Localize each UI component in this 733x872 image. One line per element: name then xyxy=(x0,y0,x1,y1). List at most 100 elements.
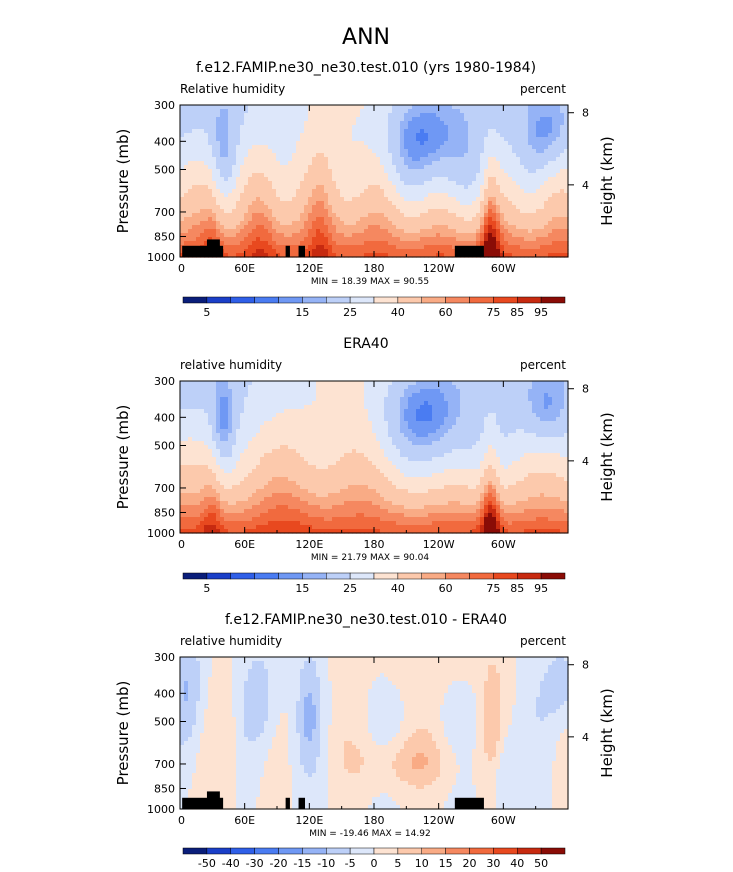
field-cell xyxy=(432,129,437,134)
colorbar-label: 95 xyxy=(534,306,548,319)
field-cell xyxy=(464,221,469,226)
field-cell xyxy=(264,209,269,214)
field-cell xyxy=(392,173,397,178)
field-cell xyxy=(264,229,269,234)
field-cell xyxy=(188,389,193,394)
field-cell xyxy=(348,249,353,254)
field-cell xyxy=(412,161,417,166)
field-cell xyxy=(400,149,405,154)
field-cell xyxy=(452,393,457,398)
field-cell xyxy=(320,133,325,138)
field-cell xyxy=(188,109,193,114)
field-cell xyxy=(516,141,521,146)
field-cell xyxy=(508,193,513,198)
field-cell xyxy=(224,129,229,134)
field-cell xyxy=(536,225,541,230)
field-cell xyxy=(416,133,421,138)
field-cell xyxy=(372,193,377,198)
field-cell xyxy=(252,173,257,178)
field-cell xyxy=(276,241,281,246)
field-cell xyxy=(556,397,561,402)
field-cell xyxy=(440,225,445,230)
field-cell xyxy=(500,185,505,190)
field-cell xyxy=(284,161,289,166)
field-cell xyxy=(432,413,437,418)
field-cell xyxy=(336,125,341,130)
field-cell xyxy=(388,141,393,146)
field-cell xyxy=(476,389,481,394)
field-cell xyxy=(184,197,189,202)
field-cell xyxy=(420,157,425,162)
field-cell xyxy=(496,241,501,246)
field-cell xyxy=(240,189,245,194)
field-cell xyxy=(448,409,453,414)
field-cell xyxy=(188,165,193,170)
field-cell xyxy=(512,197,517,202)
field-cell xyxy=(208,413,213,418)
field-cell xyxy=(320,145,325,150)
contour-field xyxy=(180,105,569,258)
field-cell xyxy=(408,197,413,202)
field-cell xyxy=(548,153,553,158)
field-cell xyxy=(552,121,557,126)
field-cell xyxy=(256,225,261,230)
field-cell xyxy=(384,197,389,202)
field-cell xyxy=(544,149,549,154)
field-cell xyxy=(312,149,317,154)
field-cell xyxy=(364,125,369,130)
field-cell xyxy=(276,169,281,174)
field-cell xyxy=(516,149,521,154)
field-cell xyxy=(404,121,409,126)
field-cell xyxy=(564,105,569,110)
field-cell xyxy=(516,381,521,386)
field-cell xyxy=(244,429,249,434)
field-cell xyxy=(400,381,405,386)
field-cell xyxy=(412,389,417,394)
field-cell xyxy=(392,389,397,394)
field-cell xyxy=(392,145,397,150)
field-cell xyxy=(480,113,485,118)
field-cell xyxy=(380,385,385,390)
field-cell xyxy=(276,105,281,110)
field-cell xyxy=(280,237,285,242)
field-cell xyxy=(232,417,237,422)
field-cell xyxy=(548,249,553,254)
field-cell xyxy=(328,213,333,218)
field-cell xyxy=(368,241,373,246)
field-cell xyxy=(220,177,225,182)
field-cell xyxy=(200,177,205,182)
field-cell xyxy=(372,389,377,394)
field-cell xyxy=(292,137,297,142)
field-cell xyxy=(404,185,409,190)
field-cell xyxy=(380,105,385,110)
field-cell xyxy=(508,233,513,238)
field-cell xyxy=(496,153,501,158)
field-cell xyxy=(528,217,533,222)
field-cell xyxy=(304,193,309,198)
field-cell xyxy=(272,225,277,230)
field-cell xyxy=(528,145,533,150)
field-cell xyxy=(200,137,205,142)
field-cell xyxy=(520,133,525,138)
field-cell xyxy=(368,425,373,430)
field-cell xyxy=(372,233,377,238)
field-cell xyxy=(412,153,417,158)
field-cell xyxy=(500,105,505,110)
field-cell xyxy=(384,217,389,222)
field-cell xyxy=(260,117,265,122)
field-cell xyxy=(240,149,245,154)
field-cell xyxy=(488,129,493,134)
field-cell xyxy=(556,113,561,118)
field-cell xyxy=(208,233,213,238)
field-cell xyxy=(536,205,541,210)
field-cell xyxy=(324,117,329,122)
field-cell xyxy=(232,141,237,146)
field-cell xyxy=(524,145,529,150)
field-cell xyxy=(352,149,357,154)
field-cell xyxy=(432,393,437,398)
field-cell xyxy=(404,201,409,206)
field-cell xyxy=(488,165,493,170)
field-cell xyxy=(184,213,189,218)
field-cell xyxy=(372,237,377,242)
field-cell xyxy=(300,117,305,122)
